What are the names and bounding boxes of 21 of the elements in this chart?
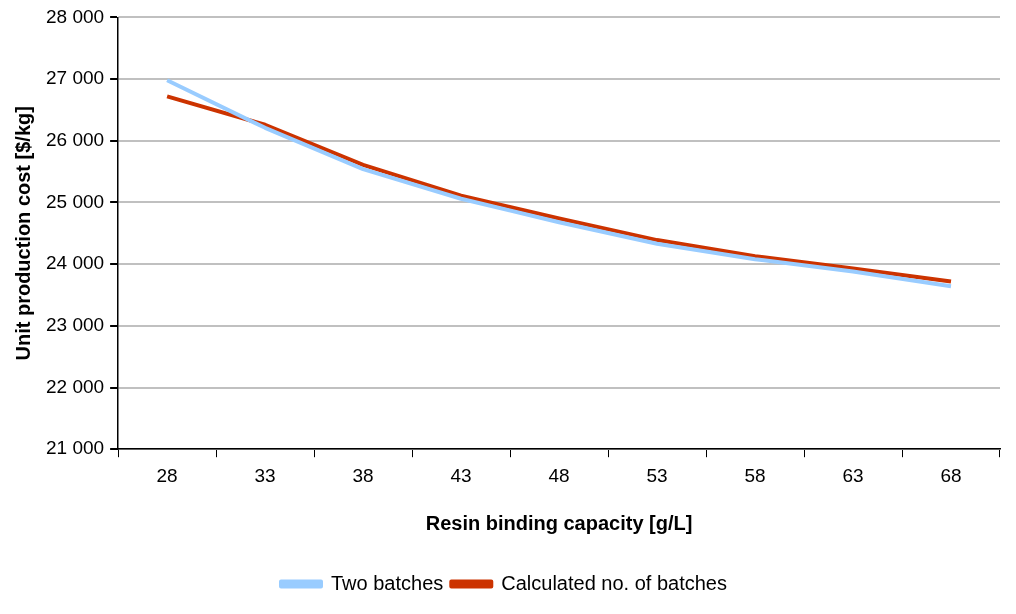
y-tick-label: 28 000: [45, 5, 105, 27]
y-tick-label: 26 000: [45, 129, 105, 151]
x-tick-label: 48: [548, 464, 570, 486]
y-tick-label: 27 000: [45, 67, 105, 89]
legend-label: Calculated no. of batches: [501, 571, 727, 594]
x-tick-label: 28: [156, 464, 178, 486]
y-tick-label: 25 000: [45, 190, 105, 212]
y-axis-title: Unit production cost [$/kg]: [11, 106, 34, 361]
x-tick-label: 33: [254, 464, 276, 486]
x-tick-label: 58: [744, 464, 766, 486]
x-axis-title: Resin binding capacity [g/L]: [425, 511, 693, 534]
x-tick-label: 43: [450, 464, 472, 486]
y-tick-label: 24 000: [45, 252, 105, 274]
x-tick-label: 53: [646, 464, 668, 486]
y-tick-label: 23 000: [45, 314, 105, 336]
x-tick-label: 68: [940, 464, 962, 486]
legend-label: Two batches: [331, 571, 444, 594]
x-tick-label: 63: [842, 464, 864, 486]
y-tick-label: 22 000: [45, 375, 105, 397]
x-tick-label: 38: [352, 464, 374, 486]
y-tick-label: 21 000: [45, 437, 105, 459]
